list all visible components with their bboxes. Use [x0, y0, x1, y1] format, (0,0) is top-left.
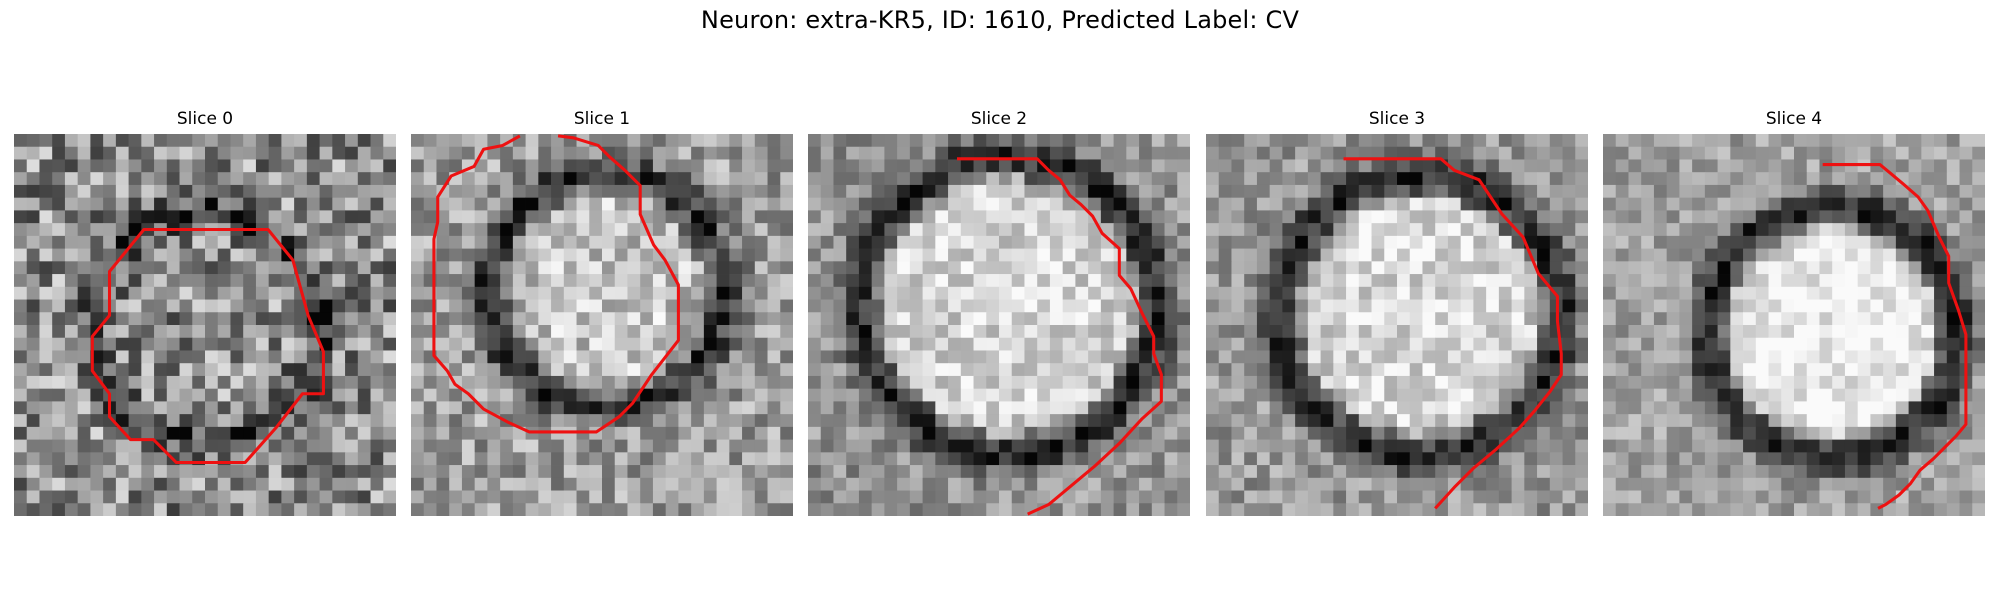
- contour-line: [1343, 157, 1563, 510]
- grayscale-texture: [14, 134, 396, 516]
- slice-image-3: [1206, 134, 1588, 516]
- slice-panel-3: Slice 3: [1206, 108, 1588, 516]
- slice-title-0: Slice 0: [176, 109, 234, 129]
- contour-line: [956, 157, 1163, 516]
- slice-panel-0: Slice 0: [14, 108, 396, 516]
- slice-title-2: Slice 2: [970, 109, 1028, 129]
- slice-title-1: Slice 1: [573, 109, 631, 129]
- grayscale-texture: [411, 134, 793, 516]
- slice-image-0: [14, 134, 396, 516]
- slice-image-2: [808, 134, 1190, 516]
- contour-line: [432, 134, 680, 434]
- grayscale-texture: [1206, 134, 1588, 516]
- contour-line: [1822, 163, 1968, 510]
- figure-title: Neuron: extra-KR5, ID: 1610, Predicted L…: [700, 6, 1300, 34]
- slice-panel-1: Slice 1: [411, 108, 793, 516]
- slice-image-4: [1603, 134, 1985, 516]
- slice-image-1: [411, 134, 793, 516]
- grayscale-texture: [808, 134, 1190, 516]
- slice-panel-4: Slice 4: [1603, 108, 1985, 516]
- slice-title-4: Slice 4: [1765, 109, 1823, 129]
- slice-title-3: Slice 3: [1368, 109, 1426, 129]
- slice-panel-2: Slice 2: [808, 108, 1190, 516]
- grayscale-texture: [1603, 134, 1985, 516]
- contour-line: [90, 227, 325, 465]
